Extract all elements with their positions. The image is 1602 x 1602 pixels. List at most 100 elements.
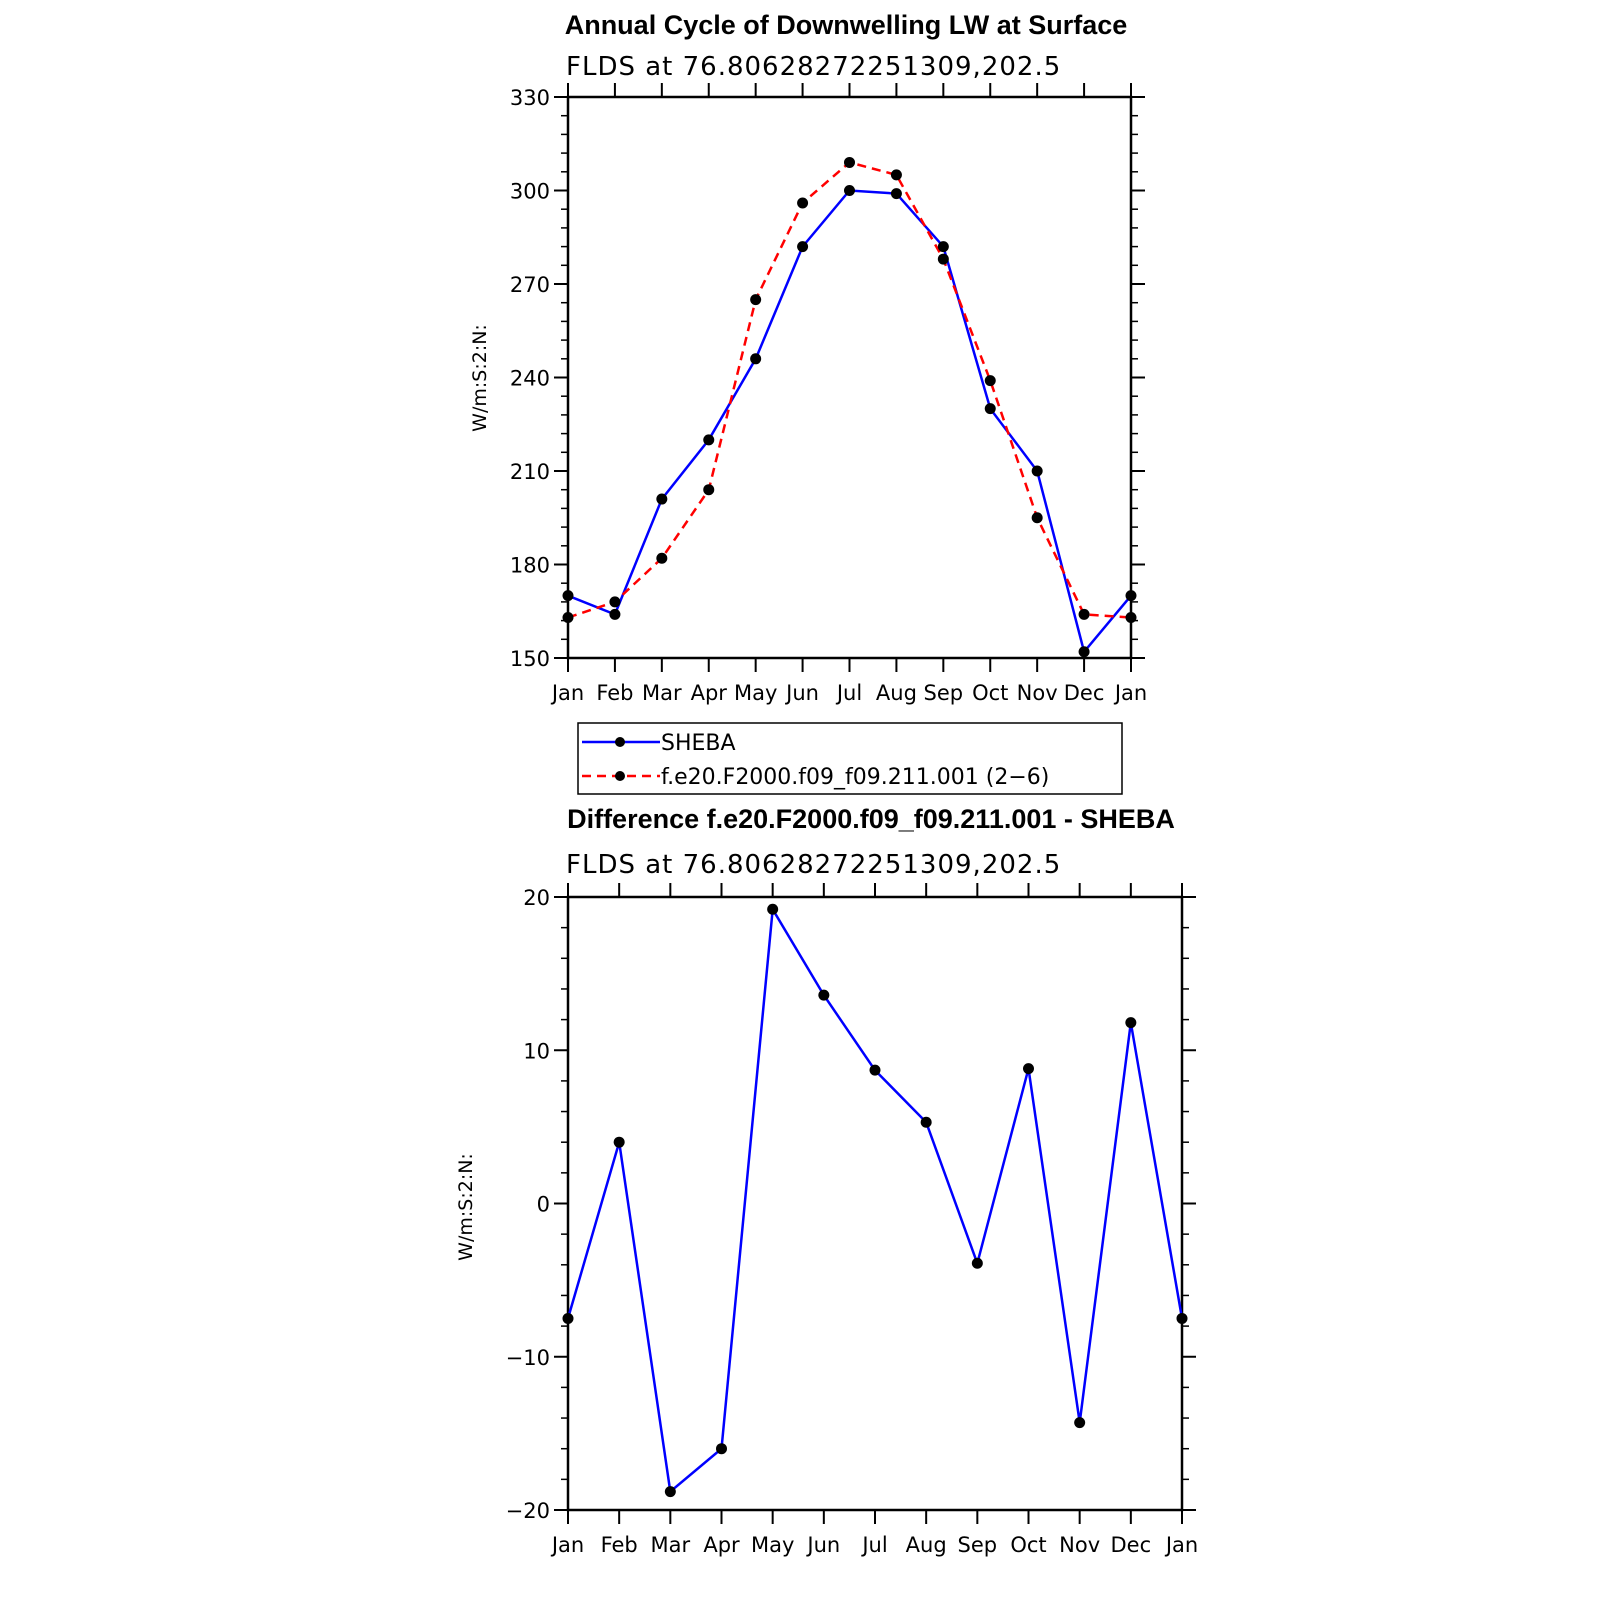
y-tick-label: −20 [506, 1499, 550, 1523]
difference-chart: Difference f.e20.F2000.f09_f09.211.001 -… [455, 804, 1198, 1557]
x-tick-label: Mar [642, 681, 682, 705]
series-0-point [984, 403, 996, 415]
chart-subtitle: FLDS at 76.80628272251309,202.5 [566, 52, 1061, 82]
y-tick-label: 270 [510, 273, 550, 297]
y-tick-label: 300 [510, 180, 550, 204]
x-tick-label: Apr [703, 1533, 740, 1557]
series-1-point [562, 611, 574, 623]
x-tick-label: Feb [601, 1533, 638, 1557]
x-tick-label: Jun [784, 681, 819, 705]
y-tick-label: 180 [510, 554, 550, 578]
x-tick-label: Jan [550, 681, 584, 705]
series-0-point [797, 241, 809, 253]
series-0-point [844, 185, 855, 196]
legend-marker-sheba [615, 737, 625, 747]
axes: −20 −10 0 10 20 Jan Feb Mar Apr May Jun Jul Aug Sep Oc… [506, 883, 1198, 1557]
series-0-point [869, 1064, 881, 1076]
series-1-point [609, 596, 621, 608]
legend-label-model: f.e20.F2000.f09_f09.211.001 (2−6) [661, 765, 1049, 790]
series-0-point [890, 188, 902, 200]
series-1-point [656, 552, 668, 564]
x-tick-label: Jan [550, 1533, 584, 1557]
chart-title: Difference f.e20.F2000.f09_f09.211.001 -… [567, 804, 1175, 834]
series-0-point [920, 1116, 932, 1128]
legend-marker-model [615, 771, 625, 781]
series-1-point [703, 484, 715, 496]
series-0-point [1176, 1312, 1188, 1324]
series-0-point [767, 903, 779, 915]
y-tick-label: 210 [510, 460, 550, 484]
x-tick-label: Oct [972, 681, 1008, 705]
x-tick-label: Oct [1010, 1533, 1046, 1557]
y-tick-label: 0 [537, 1193, 550, 1217]
series-line-1 [567, 161, 1132, 619]
series-0-point [664, 1486, 676, 1498]
series-1-point [1125, 611, 1137, 623]
y-tick-label: −10 [506, 1346, 550, 1370]
y-tick-label: 20 [523, 886, 550, 910]
series-0-point [1074, 1417, 1086, 1429]
series-line-0 [566, 905, 1184, 1494]
legend: SHEBA f.e20.F2000.f09_f09.211.001 (2−6) [577, 722, 1123, 795]
x-tick-label: Nov [1017, 681, 1058, 705]
series-1-point [937, 253, 949, 265]
series-0-point [609, 608, 621, 620]
series-0-point [1031, 465, 1043, 477]
y-tick-label: 240 [510, 367, 550, 391]
series-0-point [1078, 646, 1090, 658]
y-axis-label: W/m:S:2:N: [455, 1153, 477, 1261]
series-1-point [797, 197, 809, 209]
series-0-point [1125, 590, 1137, 602]
x-tick-label: Dec [1064, 681, 1105, 705]
series-1-point [1031, 512, 1043, 524]
series-group [562, 156, 1137, 658]
x-tick-label: Aug [876, 681, 917, 705]
x-tick-label: Jul [835, 681, 862, 705]
x-tick-label: Mar [651, 1533, 691, 1557]
x-tick-label: Aug [906, 1533, 947, 1557]
series-0-point [716, 1443, 727, 1455]
x-tick-label: Feb [596, 681, 633, 705]
y-tick-label: 150 [510, 647, 550, 671]
series-1-point [1078, 608, 1090, 620]
series-0-point [613, 1136, 625, 1148]
legend-box [577, 722, 1123, 795]
series-1-point [984, 375, 996, 387]
series-line-0 [567, 189, 1132, 655]
series-0-point [937, 241, 949, 253]
x-tick-label: Jan [1113, 681, 1147, 705]
series-1-point [750, 294, 762, 306]
chart-subtitle: FLDS at 76.80628272251309,202.5 [566, 850, 1061, 880]
x-tick-label: Nov [1059, 1533, 1100, 1557]
x-tick-label: Sep [924, 681, 964, 705]
x-tick-label: Apr [691, 681, 728, 705]
series-0-point [1125, 1017, 1137, 1029]
y-tick-label: 330 [510, 86, 550, 110]
plot-frame [566, 95, 1133, 660]
y-tick-label: 10 [523, 1039, 550, 1063]
x-tick-label: Jul [860, 1533, 887, 1557]
annual-cycle-chart: Annual Cycle of Downwelling LW at Surfac… [469, 10, 1147, 795]
series-0-point [1023, 1063, 1034, 1075]
x-tick-label: Jan [1164, 1533, 1198, 1557]
x-tick-label: Jun [805, 1533, 840, 1557]
legend-label-sheba: SHEBA [661, 731, 736, 756]
series-0-point [703, 434, 715, 446]
y-axis-label: W/m:S:2:N: [469, 324, 491, 432]
series-0-point [656, 493, 668, 505]
x-tick-label: May [751, 1533, 794, 1557]
series-0-point [562, 1312, 574, 1324]
series-group [562, 903, 1188, 1498]
series-0-point [818, 989, 830, 1001]
series-0-point [750, 353, 762, 365]
series-1-point [844, 156, 855, 168]
series-0-point [562, 590, 574, 602]
x-tick-label: Sep [958, 1533, 998, 1557]
x-tick-label: May [734, 681, 777, 705]
chart-title: Annual Cycle of Downwelling LW at Surfac… [565, 10, 1128, 40]
series-0-point [971, 1257, 983, 1269]
axes: 150 180 210 240 270 300 330 Jan Feb Mar Apr May Jun J… [510, 83, 1147, 705]
series-1-point [890, 169, 902, 181]
x-tick-label: Dec [1111, 1533, 1152, 1557]
